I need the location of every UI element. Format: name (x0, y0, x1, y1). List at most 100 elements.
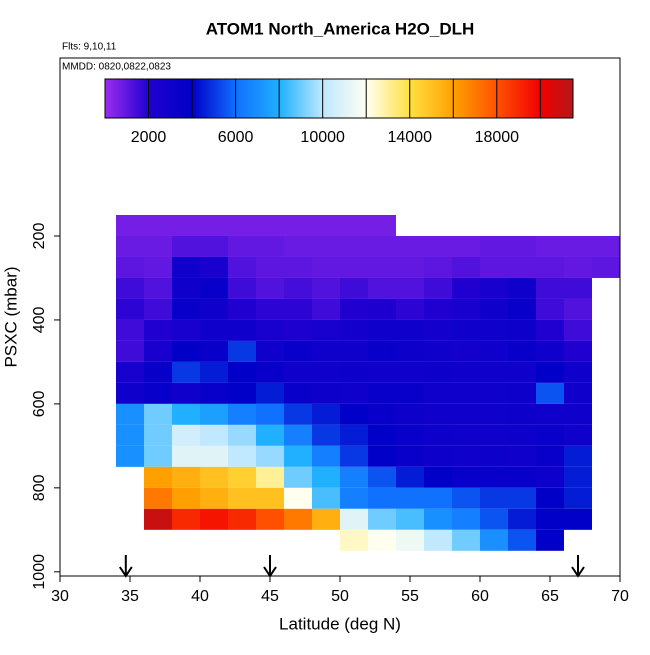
colorbar-strip (498, 79, 500, 118)
heatmap-cell (424, 445, 452, 467)
heatmap-cell (536, 466, 564, 488)
colorbar-strip (451, 79, 453, 118)
colorbar-strip (107, 79, 109, 118)
colorbar-strip (454, 79, 456, 118)
colorbar-strip (249, 79, 251, 118)
heatmap-cell (172, 319, 200, 341)
colorbar-tick-label: 18000 (475, 129, 520, 146)
heatmap-cell (200, 235, 228, 257)
colorbar-strip (456, 79, 458, 118)
colorbar-strip (311, 79, 313, 118)
heatmap-cell (228, 361, 256, 383)
colorbar-strip (436, 79, 438, 118)
colorbar-strip (231, 79, 233, 118)
colorbar-strip (483, 79, 485, 118)
colorbar-strip (165, 79, 167, 118)
colorbar-strip (168, 79, 170, 118)
heatmap-cell (368, 319, 396, 341)
colorbar-strip (466, 79, 468, 118)
colorbar-strip (338, 79, 340, 118)
colorbar-strip (243, 79, 245, 118)
colorbar-strip (198, 79, 200, 118)
heatmap-cell (592, 235, 620, 257)
colorbar-strip (565, 79, 567, 118)
colorbar-strip (251, 79, 253, 118)
heatmap-cell (564, 466, 592, 488)
heatmap-cell (256, 319, 284, 341)
colorbar-strip (541, 79, 543, 118)
heatmap-cell (368, 466, 396, 488)
heatmap-cell (396, 529, 424, 551)
colorbar-strip (285, 79, 287, 118)
colorbar-strip (152, 79, 154, 118)
colorbar-strip (273, 79, 275, 118)
colorbar-strip (333, 79, 335, 118)
colorbar-strip (428, 79, 430, 118)
heatmap-cell (508, 235, 536, 257)
colorbar-strip (487, 79, 489, 118)
colorbar-strip (344, 79, 346, 118)
heatmap-cell (312, 403, 340, 425)
heatmap-cell (172, 487, 200, 509)
heatmap-cell (228, 508, 256, 530)
colorbar-strip (189, 79, 191, 118)
colorbar-strip (128, 79, 130, 118)
y-tick-label: 400 (31, 306, 48, 333)
heatmap-cell (200, 256, 228, 278)
colorbar-strip (172, 79, 174, 118)
heatmap-cell (312, 466, 340, 488)
colorbar-strip (556, 79, 558, 118)
heatmap-cell (172, 256, 200, 278)
colorbar-strip (297, 79, 299, 118)
heatmap-cell (536, 487, 564, 509)
heatmap-cell (424, 361, 452, 383)
colorbar-strip (205, 79, 207, 118)
colorbar-strip (114, 79, 116, 118)
colorbar-strip (199, 79, 201, 118)
colorbar-strip (372, 79, 374, 118)
colorbar-strip (219, 79, 221, 118)
colorbar-strip (560, 79, 562, 118)
colorbar-strip (270, 79, 272, 118)
heatmap-cell (256, 340, 284, 362)
colorbar-strip (407, 79, 409, 118)
heatmap-cell (312, 424, 340, 446)
heatmap-cell (200, 340, 228, 362)
heatmap-cell (340, 235, 368, 257)
colorbar-strip (488, 79, 490, 118)
colorbar-strip (361, 79, 363, 118)
colorbar-strip (427, 79, 429, 118)
heatmap-cell (172, 445, 200, 467)
annotation: Flts: 9,10,11 (62, 42, 117, 53)
colorbar-strip (163, 79, 165, 118)
colorbar-strip (173, 79, 175, 118)
colorbar-strip (443, 79, 445, 118)
heatmap-cell (116, 403, 144, 425)
heatmap-cell (536, 508, 564, 530)
colorbar-strip (537, 79, 539, 118)
colorbar-strip (376, 79, 378, 118)
heatmap-cell (312, 256, 340, 278)
colorbar-strip (349, 79, 351, 118)
colorbar-strip (415, 79, 417, 118)
colorbar-strip (354, 79, 356, 118)
colorbar-strip (164, 79, 166, 118)
heatmap-cell (340, 214, 368, 236)
colorbar-strip (220, 79, 222, 118)
heatmap-cell (508, 319, 536, 341)
heatmap-cell (284, 466, 312, 488)
colorbar-strip (557, 79, 559, 118)
colorbar-strip (381, 79, 383, 118)
colorbar-strip (346, 79, 348, 118)
colorbar-strip (167, 79, 169, 118)
colorbar-strip (477, 79, 479, 118)
heatmap-cell (228, 424, 256, 446)
heatmap-cell (340, 508, 368, 530)
colorbar-strip (495, 79, 497, 118)
colorbar-strip (291, 79, 293, 118)
x-tick-label: 65 (541, 588, 559, 605)
heatmap-cell (424, 319, 452, 341)
colorbar-strip (357, 79, 359, 118)
colorbar-strip (424, 79, 426, 118)
colorbar-strip (445, 79, 447, 118)
